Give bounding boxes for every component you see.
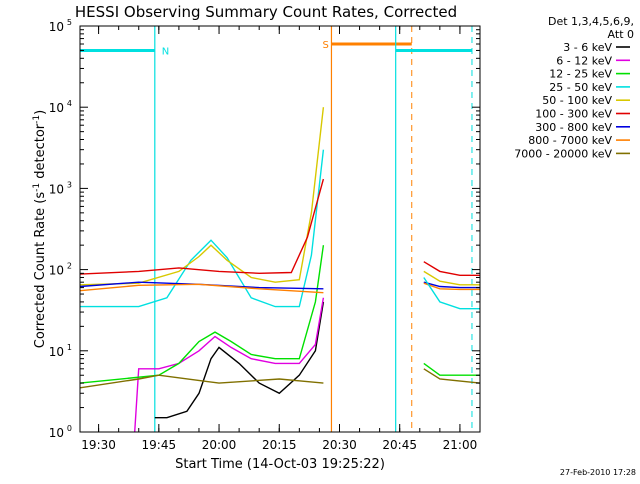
series-line-post-gap (423, 282, 480, 291)
chart-title: HESSI Observing Summary Count Rates, Cor… (75, 3, 457, 21)
x-tick-label: 20:30 (322, 438, 357, 452)
y-tick-exponent: 5 (67, 18, 72, 27)
plot-area: NS (80, 26, 480, 432)
x-tick-label: 19:45 (142, 438, 177, 452)
series-line (134, 297, 325, 432)
series-line-post-gap (423, 368, 480, 384)
series-line (80, 245, 325, 384)
annotation-label: N (162, 46, 169, 57)
legend-entry-label: 100 - 300 keV (535, 108, 612, 121)
y-tick-exponent: 1 (67, 343, 72, 352)
y-tick-exponent: 2 (67, 262, 72, 271)
annotation-label: S (322, 40, 328, 51)
x-tick-label: 20:00 (202, 438, 237, 452)
legend-header: Att 0 (608, 28, 634, 41)
legend-entry-label: 6 - 12 keV (556, 54, 612, 67)
timestamp-footer: 27-Feb-2010 17:28 (560, 468, 636, 477)
legend-header: Det 1,3,4,5,6,9, (548, 15, 634, 28)
legend-entry-label: 50 - 100 keV (542, 94, 612, 107)
x-tick-label: 20:15 (262, 438, 297, 452)
series-line (80, 178, 325, 275)
legend-entry-label: 12 - 25 keV (549, 68, 612, 81)
y-axis-label: Corrected Count Rate (s-1 detector-1) (32, 110, 48, 348)
series-line (80, 149, 325, 308)
series-line-post-gap (423, 362, 480, 376)
y-tick-exponent: 3 (67, 180, 72, 189)
legend-entry-label: 7000 - 20000 keV (514, 147, 612, 160)
y-tick-label: 10 (49, 345, 64, 359)
series-line-post-gap (423, 270, 480, 286)
x-tick-label: 20:45 (382, 438, 417, 452)
legend-entry-label: 800 - 7000 keV (528, 134, 612, 147)
legend-entry-label: 25 - 50 keV (549, 81, 612, 94)
x-axis: 19:30 19:45 20:00 20:15 20:30 20:45 21:00 (81, 26, 481, 452)
legend-entry-label: 300 - 800 keV (535, 121, 612, 134)
y-tick-exponent: 4 (67, 99, 72, 108)
series-line-post-gap (423, 277, 480, 310)
x-axis-label: Start Time (14-Oct-03 19:25:22) (175, 457, 385, 472)
plot-frame (79, 25, 481, 433)
y-tick-label: 10 (49, 264, 64, 278)
y-tick-label: 10 (49, 182, 64, 196)
series-line (80, 107, 325, 286)
x-tick-label: 21:00 (443, 438, 478, 452)
x-tick-label: 19:30 (81, 438, 116, 452)
y-tick-exponent: 0 (67, 424, 72, 433)
y-tick-label: 10 (49, 101, 64, 115)
series-line-post-gap (423, 261, 480, 276)
series-line (80, 283, 324, 294)
series-line (80, 374, 324, 389)
series-line-post-gap (423, 281, 480, 289)
series-line (154, 301, 325, 419)
y-tick-label: 10 (49, 426, 64, 440)
legend-entry-label: 3 - 6 keV (563, 41, 612, 54)
y-tick-label: 10 (49, 20, 64, 34)
